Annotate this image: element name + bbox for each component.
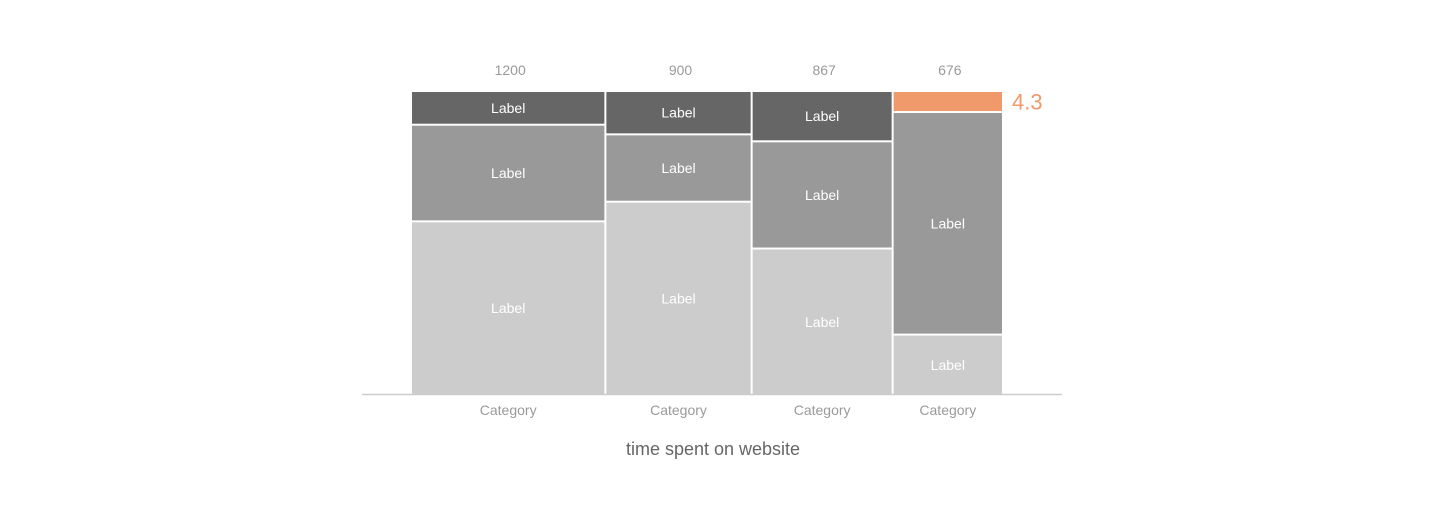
segment-label: Label	[805, 314, 839, 330]
mekko-segment-light	[893, 335, 1002, 394]
category-labels: Category Category Category Category	[480, 402, 976, 418]
column-total-label: 1200	[495, 62, 526, 78]
segment-label: Label	[661, 290, 695, 306]
column-total-label: 867	[812, 62, 836, 78]
segment-label: Label	[805, 187, 839, 203]
mekko-segment-light	[412, 222, 605, 394]
column-total-label: 676	[938, 62, 962, 78]
mekko-segment-light	[606, 202, 751, 394]
column-totals: 1200 900 867 676	[495, 62, 962, 78]
category-tick-label: Category	[794, 402, 851, 418]
segment-label: Label	[931, 215, 965, 231]
segment-label: Label	[491, 165, 525, 181]
category-tick-label: Category	[480, 402, 537, 418]
mekko-segment-medium	[752, 142, 892, 248]
segment-label: Label	[931, 357, 965, 373]
category-tick-label: Category	[919, 402, 976, 418]
mekko-segment-medium	[606, 135, 751, 201]
segment-label: Label	[491, 300, 525, 316]
mekko-segment-dark	[752, 92, 892, 141]
column-total-label: 900	[669, 62, 693, 78]
x-axis-title: time spent on website	[626, 439, 800, 459]
mekko-segment-light	[752, 249, 892, 394]
highlight-value-label: 4.3	[1012, 90, 1043, 115]
segment-label: Label	[661, 160, 695, 176]
mekko-segment-dark	[606, 92, 751, 134]
mekko-segment-medium	[893, 113, 1002, 334]
segment-label: Label	[491, 100, 525, 116]
category-tick-label: Category	[650, 402, 707, 418]
mekko-segment-medium	[412, 125, 605, 221]
mekko-segment-dark	[412, 92, 605, 124]
chart-bars: Label Label Label Label Label Label Label Label…	[412, 90, 1043, 394]
segment-label: Label	[661, 105, 695, 121]
segment-label: Label	[805, 108, 839, 124]
mekko-segment-highlight	[893, 92, 1002, 112]
